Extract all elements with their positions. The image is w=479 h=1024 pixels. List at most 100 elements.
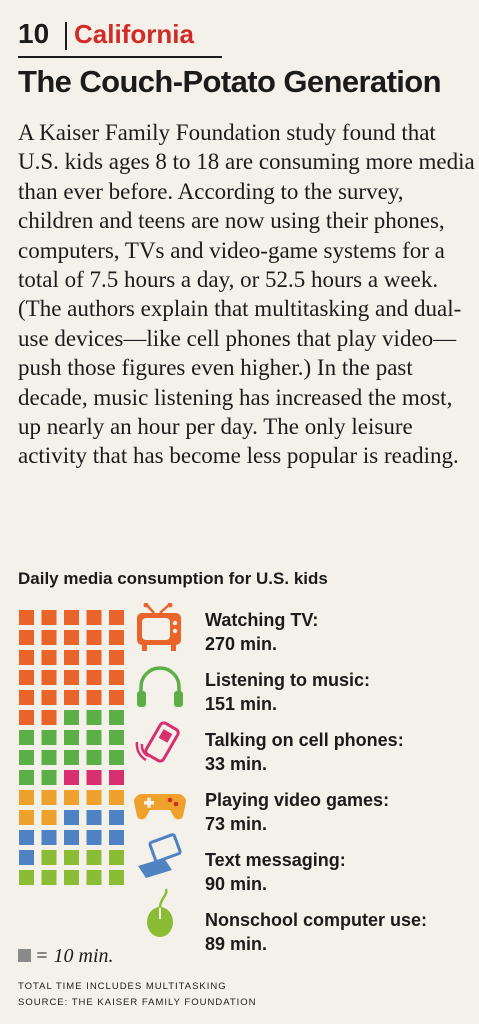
- footnote: TOTAL TIME INCLUDES MULTITASKING: [18, 981, 227, 992]
- unit-square: [86, 650, 102, 665]
- unit-square: [86, 750, 102, 765]
- unit-square: [64, 810, 79, 825]
- chart-title: Daily media consumption for U.S. kids: [18, 569, 328, 588]
- unit-square: [19, 650, 34, 665]
- unit-square: [41, 810, 57, 825]
- unit-square: [19, 610, 34, 625]
- legend-row-cell-phones: Talking on cell phones: 33 min.: [205, 728, 475, 776]
- headphones-icon: [132, 663, 188, 713]
- unit-square: [64, 790, 79, 805]
- value-label: 89 min.: [205, 934, 268, 954]
- unit-square: [109, 650, 124, 665]
- unit-square: [86, 710, 102, 725]
- unit-square: [64, 670, 79, 685]
- category-label: Text messaging:: [205, 850, 346, 870]
- header-rule: [18, 56, 222, 58]
- value-label: 270 min.: [205, 634, 278, 654]
- unit-square: [19, 750, 34, 765]
- unit-square: [86, 670, 102, 685]
- unit-square: [64, 850, 79, 865]
- pictograph-grid: [19, 610, 124, 885]
- unit-square: [64, 690, 79, 705]
- laptop-icon: [132, 832, 188, 882]
- unit-square: [19, 870, 34, 885]
- unit-square: [86, 630, 102, 645]
- unit-square: [86, 810, 102, 825]
- category-label: Nonschool computer use:: [205, 910, 428, 930]
- section-header: 10 California: [18, 14, 228, 58]
- unit-square: [86, 770, 102, 785]
- unit-square: [19, 830, 34, 845]
- unit-square: [109, 710, 124, 725]
- unit-square: [109, 750, 124, 765]
- legend-row-video-games: Playing video games: 73 min.: [205, 788, 475, 836]
- article-title: The Couch-Potato Generation: [18, 64, 442, 99]
- unit-square: [86, 730, 102, 745]
- unit-square: [64, 610, 79, 625]
- unit-square: [64, 830, 79, 845]
- unit-square: [19, 810, 34, 825]
- unit-square: [19, 670, 34, 685]
- unit-square: [86, 870, 102, 885]
- unit-square: [109, 630, 124, 645]
- unit-square: [41, 750, 57, 765]
- unit-square: [41, 630, 57, 645]
- section-number: 10: [18, 18, 50, 49]
- category-label: Playing video games:: [205, 790, 390, 810]
- legend-row-tv: Watching TV: 270 min.: [205, 608, 475, 656]
- unit-square: [19, 730, 34, 745]
- unit-square: [109, 770, 124, 785]
- unit-square: [109, 790, 124, 805]
- unit-square: [64, 710, 79, 725]
- unit-square: [109, 730, 124, 745]
- unit-square: [109, 830, 124, 845]
- value-label: 73 min.: [205, 814, 268, 834]
- value-label: 90 min.: [205, 874, 268, 894]
- legend-row-text-messaging: Text messaging: 90 min.: [205, 848, 475, 896]
- unit-square: [41, 730, 57, 745]
- legend-row-computer-use: Nonschool computer use: 89 min.: [205, 908, 475, 956]
- unit-square: [19, 690, 34, 705]
- unit-square: [64, 630, 79, 645]
- unit-square: [109, 610, 124, 625]
- category-label: Watching TV:: [205, 610, 319, 630]
- unit-square: [86, 830, 102, 845]
- unit-square: [109, 870, 124, 885]
- tv-icon: [132, 602, 188, 653]
- unit-square: [109, 670, 124, 685]
- unit-square: [64, 750, 79, 765]
- unit-square: [64, 730, 79, 745]
- unit-square: [64, 770, 79, 785]
- game-controller-icon: [132, 778, 188, 828]
- computer-mouse-icon: [132, 888, 188, 938]
- unit-square: [41, 710, 57, 725]
- unit-square: [86, 690, 102, 705]
- unit-square: [41, 790, 57, 805]
- value-label: 33 min.: [205, 754, 268, 774]
- unit-square: [19, 710, 34, 725]
- unit-square: [86, 610, 102, 625]
- unit-square: [41, 690, 57, 705]
- article-body: A Kaiser Family Foundation study found t…: [18, 120, 475, 469]
- unit-square: [109, 810, 124, 825]
- source-note: SOURCE: THE KAISER FAMILY FOUNDATION: [18, 997, 257, 1008]
- category-label: Listening to music:: [205, 670, 371, 690]
- unit-square: [41, 770, 57, 785]
- unit-square: [64, 870, 79, 885]
- unit-square: [18, 949, 31, 962]
- category-label: Talking on cell phones:: [205, 730, 404, 750]
- unit-square: [86, 850, 102, 865]
- unit-legend-text: = 10 min.: [35, 945, 114, 967]
- unit-square: [64, 650, 79, 665]
- unit-square: [19, 770, 34, 785]
- cell-phone-icon: [132, 720, 188, 770]
- unit-square: [19, 850, 34, 865]
- unit-square: [109, 850, 124, 865]
- unit-square: [41, 850, 57, 865]
- unit-square: [19, 630, 34, 645]
- legend-row-music: Listening to music: 151 min.: [205, 668, 475, 716]
- unit-square: [109, 690, 124, 705]
- unit-square: [41, 670, 57, 685]
- unit-square: [19, 790, 34, 805]
- unit-square: [86, 790, 102, 805]
